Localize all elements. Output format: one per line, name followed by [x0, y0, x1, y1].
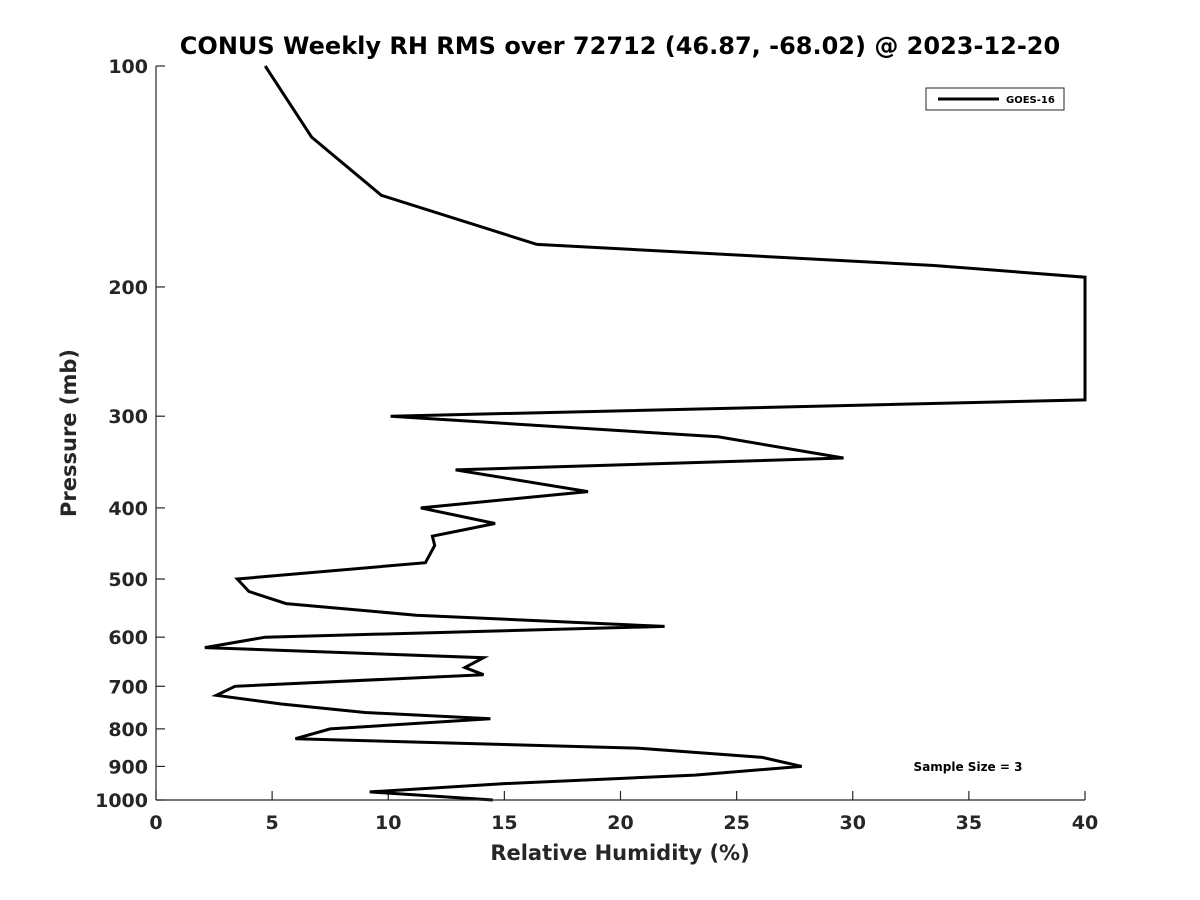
- y-tick-label: 500: [108, 569, 148, 591]
- x-axis-label: Relative Humidity (%): [490, 841, 749, 865]
- series-line-goes-16: [204, 65, 1087, 802]
- x-tick-label: 20: [607, 812, 633, 834]
- x-tick-label: 15: [491, 812, 517, 834]
- x-tick-label: 40: [1072, 812, 1098, 834]
- x-tick-label: 10: [375, 812, 401, 834]
- y-axis-label: Pressure (mb): [57, 349, 81, 517]
- x-tick-label: 0: [149, 812, 162, 834]
- axis-ticks: 0 5 10 15 20 25 30 35 40 100 200 300 400 500 600 700 800…: [95, 56, 1098, 834]
- x-tick-label: 25: [723, 812, 749, 834]
- legend-label-goes-16: GOES-16: [1006, 95, 1055, 106]
- chart-title: CONUS Weekly RH RMS over 72712 (46.87, -…: [180, 32, 1060, 60]
- y-tick-label: 600: [108, 627, 148, 649]
- x-tick-label: 35: [956, 812, 982, 834]
- y-tick-label: 200: [108, 277, 148, 299]
- y-tick-label: 300: [108, 406, 148, 428]
- y-tick-label: 400: [108, 498, 148, 520]
- x-tick-label: 30: [840, 812, 866, 834]
- y-tick-label: 700: [108, 676, 148, 698]
- plot-area: 0 5 10 15 20 25 30 35 40 100 200 300 400 500 600 700 800…: [95, 56, 1098, 834]
- y-tick-label: 100: [108, 56, 148, 78]
- legend: GOES-16: [925, 87, 1065, 111]
- y-tick-label: 900: [108, 756, 148, 778]
- sample-size-annotation: Sample Size = 3: [914, 760, 1023, 774]
- x-tick-label: 5: [266, 812, 279, 834]
- y-tick-label: 1000: [95, 790, 148, 812]
- y-tick-label: 800: [108, 719, 148, 741]
